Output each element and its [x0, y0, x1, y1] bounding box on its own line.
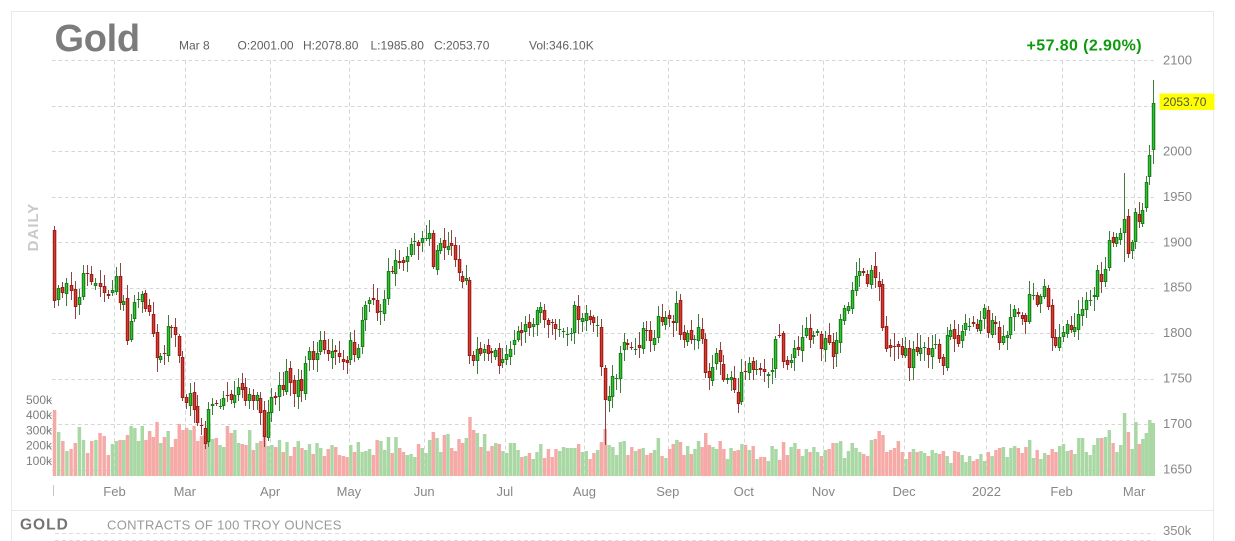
svg-text:350k: 350k [1163, 523, 1192, 538]
svg-text:+57.80 (2.90%): +57.80 (2.90%) [1027, 37, 1142, 54]
svg-text:1750: 1750 [1163, 371, 1192, 386]
svg-text:300k: 300k [26, 423, 53, 437]
svg-text:1900: 1900 [1163, 234, 1192, 249]
svg-text:CONTRACTS OF 100 TROY OUNCES: CONTRACTS OF 100 TROY OUNCES [107, 518, 342, 533]
svg-text:Sep: Sep [656, 484, 679, 499]
svg-text:Jun: Jun [414, 484, 435, 499]
svg-text:GOLD: GOLD [20, 517, 69, 534]
svg-text:O:2001.00: O:2001.00 [238, 38, 294, 52]
svg-text:Jul: Jul [496, 484, 513, 499]
svg-text:100k: 100k [26, 454, 53, 468]
svg-text:Feb: Feb [103, 484, 125, 499]
svg-text:Mar: Mar [174, 484, 197, 499]
svg-text:Aug: Aug [573, 484, 596, 499]
svg-text:Dec: Dec [893, 484, 917, 499]
svg-text:May: May [337, 484, 362, 499]
svg-text:L:1985.80: L:1985.80 [371, 38, 425, 52]
svg-text:200k: 200k [26, 439, 53, 453]
svg-text:Feb: Feb [1050, 484, 1072, 499]
svg-text:Oct: Oct [734, 484, 755, 499]
svg-text:400k: 400k [26, 408, 53, 422]
svg-text:1850: 1850 [1163, 280, 1192, 295]
svg-text:2053.70: 2053.70 [1163, 95, 1207, 109]
svg-text:1800: 1800 [1163, 325, 1192, 340]
svg-text:2022: 2022 [972, 484, 1001, 499]
svg-text:Vol:346.10K: Vol:346.10K [529, 38, 594, 52]
svg-text:C:2053.70: C:2053.70 [434, 38, 490, 52]
svg-text:1650: 1650 [1163, 462, 1192, 477]
svg-text:2000: 2000 [1163, 143, 1192, 158]
svg-text:Mar: Mar [1123, 484, 1146, 499]
svg-text:Gold: Gold [55, 18, 140, 60]
svg-text:2100: 2100 [1163, 53, 1192, 68]
svg-text:DAILY: DAILY [25, 203, 42, 252]
svg-text:1950: 1950 [1163, 189, 1192, 204]
svg-text:500k: 500k [26, 393, 53, 407]
svg-text:H:2078.80: H:2078.80 [303, 38, 359, 52]
svg-text:Nov: Nov [812, 484, 836, 499]
svg-text:Mar 8: Mar 8 [179, 38, 210, 52]
svg-text:1700: 1700 [1163, 416, 1192, 431]
svg-text:Apr: Apr [260, 484, 281, 499]
